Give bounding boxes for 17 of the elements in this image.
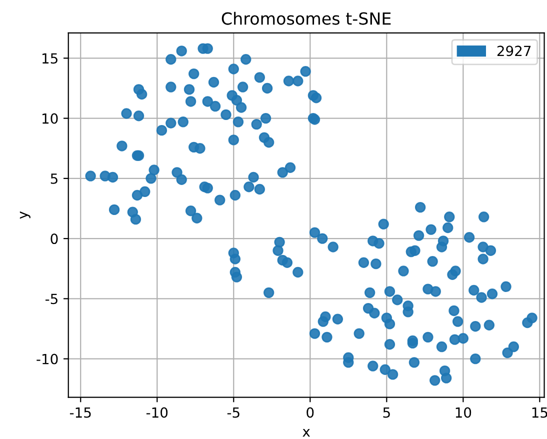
x-axis-title: x bbox=[302, 428, 310, 437]
x-tick-label: -10 bbox=[146, 407, 168, 418]
y-tick-label: 10 bbox=[42, 113, 58, 124]
y-tick-label: 5 bbox=[50, 174, 58, 184]
x-tick-label: -15 bbox=[70, 407, 91, 418]
y-tick-label: 15 bbox=[42, 53, 58, 64]
y-tick-label: 0 bbox=[50, 234, 58, 244]
legend-label: 2927 bbox=[497, 46, 531, 56]
x-tick-label: 15 bbox=[532, 407, 547, 418]
x-tick-label: 5 bbox=[383, 407, 390, 418]
y-tick-label: -5 bbox=[45, 294, 58, 304]
x-tick-label: 10 bbox=[456, 407, 472, 418]
x-tick-label: -5 bbox=[227, 407, 240, 418]
y-tick-label: -10 bbox=[36, 354, 58, 364]
y-axis-title: y bbox=[20, 211, 30, 219]
chart-title: Chromosomes t-SNE bbox=[222, 12, 391, 25]
x-tick-label: 0 bbox=[306, 407, 314, 418]
